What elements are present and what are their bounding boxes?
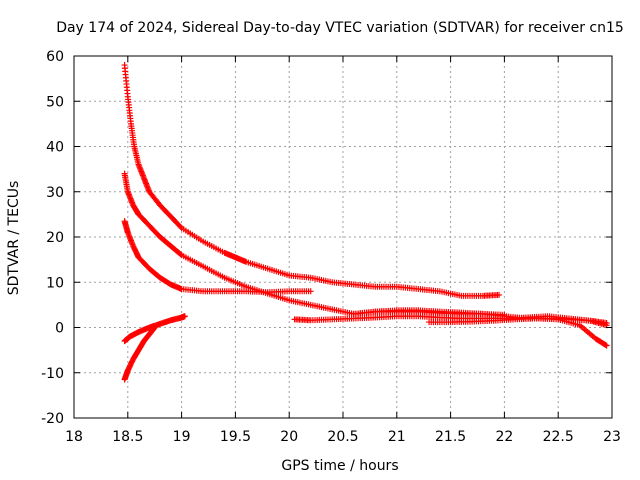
axis-ticks [73,55,613,419]
data-point [603,319,610,326]
x-tick-labels: 18 18.5 19 19.5 20 20.5 21 21.5 22 22.5 23 [65,429,621,445]
series-satellite-track-5 [121,324,158,383]
x-axis-label: GPS time / hours [281,458,398,474]
y-tick-labels: -20 -10 0 10 20 30 40 50 60 [41,49,64,427]
x-tick-label: 21.5 [435,429,466,445]
chart-title: Day 174 of 2024, Sidereal Day-to-day VTE… [56,20,624,36]
data-point [501,311,508,318]
x-tick-label: 19 [173,429,191,445]
y-tick-label: 40 [46,140,64,156]
x-tick-label: 22 [495,429,513,445]
x-tick-label: 23 [603,429,621,445]
y-tick-label: 20 [46,230,64,246]
y-tick-label: -10 [41,366,64,382]
data-point [496,291,503,298]
data-points [121,62,610,383]
x-tick-label: 19.5 [220,429,251,445]
series-satellite-track-3 [121,218,314,296]
data-point [307,288,314,295]
grid [74,56,612,418]
data-point [603,342,610,349]
y-tick-label: -20 [41,411,64,427]
y-tick-label: 60 [46,49,64,65]
y-axis-label: SDTVAR / TECUs [6,181,22,296]
series-satellite-track-8 [426,315,610,349]
series-satellite-track-7 [350,307,508,318]
series-satellite-track-2 [121,170,610,329]
data-point [177,223,184,230]
data-point [181,313,188,320]
y-tick-label: 0 [55,321,64,337]
y-tick-label: 10 [46,275,64,291]
data-point [602,341,609,348]
series-satellite-track-1 [121,62,503,299]
x-tick-label: 20 [280,429,298,445]
x-tick-label: 18.5 [112,429,143,445]
y-tick-label: 30 [46,185,64,201]
x-tick-label: 21 [388,429,406,445]
x-tick-label: 18 [65,429,83,445]
x-tick-label: 22.5 [543,429,574,445]
y-tick-label: 50 [46,94,64,110]
x-tick-label: 20.5 [327,429,358,445]
data-point [177,251,184,258]
data-point [151,324,158,331]
